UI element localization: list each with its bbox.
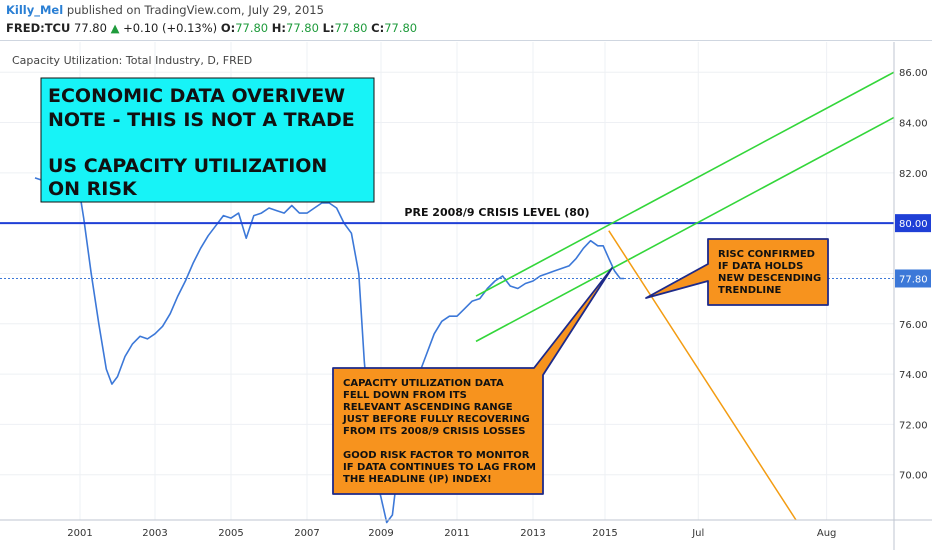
quote-line: FRED:TCU 77.80 ▲ +0.10 (+0.13%) O:77.80 … <box>6 21 417 35</box>
publish-line: Killy_Mel published on TradingView.com, … <box>6 3 324 17</box>
symbol-label[interactable]: FRED:TCU <box>6 21 71 35</box>
x-tick-label: 2015 <box>592 528 617 539</box>
y-tick-label: 86.00 <box>899 68 928 79</box>
x-tick-label: 2013 <box>520 528 545 539</box>
overlay-layer: PRE 2008/9 CRISIS LEVEL (80) ECONOMIC DAT… <box>0 71 895 521</box>
author-link[interactable]: Killy_Mel <box>6 3 64 17</box>
note-right-line: NEW DESCENDING <box>718 273 821 284</box>
current-price-label-box <box>895 269 931 288</box>
level-price-label-box <box>895 214 931 233</box>
x-tick-label: 2007 <box>294 528 319 539</box>
y-tick-label: 70.00 <box>899 471 928 482</box>
x-tick-label: 2005 <box>218 528 243 539</box>
x-tick-label: 2011 <box>444 528 469 539</box>
note-callout-right <box>645 238 829 306</box>
note-left-line: CAPACITY UTILIZATION DATA <box>343 378 504 389</box>
note-left-line: JUST BEFORE FULLY RECOVERING <box>342 414 530 425</box>
title-box <box>40 77 375 203</box>
high-label: H: <box>271 21 287 35</box>
x-tick-label: Aug <box>817 528 837 539</box>
price-series-line <box>34 169 624 524</box>
y-tick-label: 74.00 <box>899 370 928 381</box>
low-value: 77.80 <box>334 21 368 35</box>
y-tick-label: 84.00 <box>899 119 928 130</box>
note-callout-left <box>332 267 613 495</box>
chart-title: Capacity Utilization: Total Industry, D,… <box>12 54 252 67</box>
crisis-level-annotation: PRE 2008/9 CRISIS LEVEL (80) <box>404 206 589 219</box>
published-text: published on TradingView.com, July 29, 2… <box>66 3 324 17</box>
title-box-line: ECONOMIC DATA OVERIVEW <box>48 85 345 107</box>
open-value: 77.80 <box>235 21 269 35</box>
y-tick-label: 76.00 <box>899 320 928 331</box>
note-left-line: IF DATA CONTINUES TO LAG FROM <box>343 462 536 473</box>
y-tick-label: 82.00 <box>899 169 928 180</box>
note-left-line: FELL DOWN FROM ITS <box>343 390 467 401</box>
x-tick-label: Jul <box>691 528 704 539</box>
note-left-line: GOOD RISK FACTOR TO MONITOR <box>343 450 530 461</box>
price-change: +0.10 (+0.13%) <box>123 21 218 35</box>
chart-header: Killy_Mel published on TradingView.com, … <box>0 0 932 41</box>
channel-trendline <box>475 71 895 297</box>
axes-layer: 2001 2003 2005 2007 2009 2011 2013 2015 Jul Aug 86… <box>0 42 932 550</box>
x-tick-label: 2003 <box>142 528 167 539</box>
note-left-line: RELEVANT ASCENDING RANGE <box>343 402 513 413</box>
y-tick-label: 72.00 <box>899 420 928 431</box>
level-price-label: 80.00 <box>899 219 928 230</box>
x-tick-label: 2009 <box>368 528 393 539</box>
note-right-line: RISC CONFIRMED <box>718 249 815 260</box>
title-box-line: US CAPACITY UTILIZATION <box>48 155 327 177</box>
note-right-line: TRENDLINE <box>718 285 781 296</box>
current-price-label: 77.80 <box>899 274 928 285</box>
open-label: O: <box>220 21 236 35</box>
close-label: C: <box>371 21 385 35</box>
note-right-line: IF DATA HOLDS <box>718 261 803 272</box>
chart-canvas[interactable]: Capacity Utilization: Total Industry, D,… <box>0 41 932 550</box>
title-box-line: ON RISK <box>48 178 138 200</box>
last-price: 77.80 <box>74 21 107 35</box>
triangle-up-icon: ▲ <box>110 21 120 35</box>
x-tick-label: 2001 <box>67 528 92 539</box>
note-left-line: THE HEADLINE (IP) INDEX! <box>343 474 492 485</box>
title-box-line: NOTE - THIS IS NOT A TRADE <box>48 109 355 131</box>
low-label: L: <box>322 21 335 35</box>
descending-projection-line <box>608 230 797 521</box>
close-value: 77.80 <box>384 21 418 35</box>
channel-trendline <box>475 116 895 343</box>
high-value: 77.80 <box>286 21 319 35</box>
series-layer <box>34 169 624 524</box>
note-left-line: FROM ITS 2008/9 CRISIS LOSSES <box>343 426 526 437</box>
